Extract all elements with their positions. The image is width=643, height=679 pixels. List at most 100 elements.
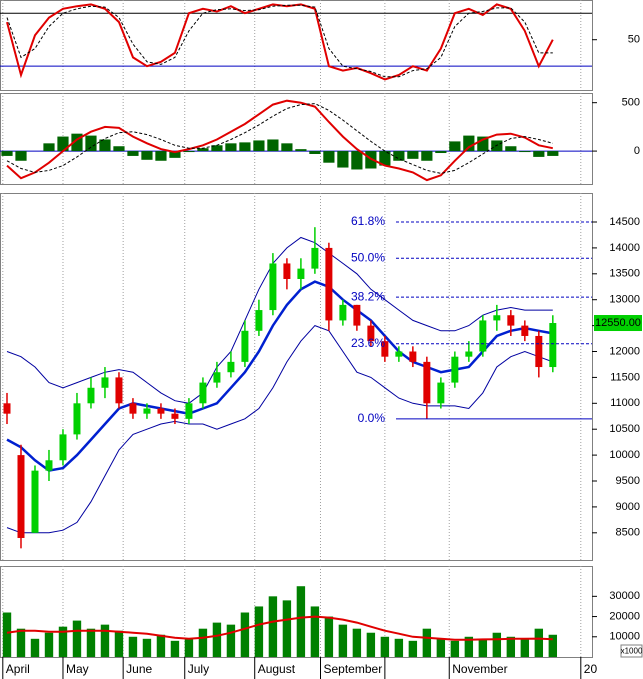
candle-body [423,361,431,404]
candle-body [493,315,501,321]
histogram-bar [225,143,237,152]
candle-body [535,335,543,368]
histogram-bar [71,133,83,152]
volume-bar [464,636,474,657]
candle-body [185,403,193,419]
volume-bar [436,638,446,657]
candle-body [129,403,137,414]
candle-body [87,387,95,404]
last-price-box [594,315,642,332]
histogram-bar [127,151,139,156]
volume-bar [478,638,488,657]
volume-bar [380,636,390,657]
unit-label: x1000 [621,647,643,656]
candle-body [171,413,179,419]
histogram-bar [169,151,181,158]
y-tick-label: 50 [628,34,640,46]
histogram-bar [155,151,167,161]
histogram-bar [533,151,545,157]
histogram-bar [323,151,335,163]
candle-body [269,263,277,311]
candle-body [367,325,375,342]
histogram-bar [421,151,433,161]
candle-body [45,460,53,471]
volume-bar [352,628,362,657]
panel [0,0,593,91]
candle-body [227,361,235,373]
volume-bar [268,596,278,657]
histogram-bar [281,143,293,152]
volume-bar [44,632,54,657]
candle-body [31,470,39,533]
x-tick-label: September [323,662,382,676]
volume-bar [338,624,348,657]
volume-bar [212,622,222,657]
histogram-bar [337,151,349,168]
candle-body [213,372,221,383]
fib-label: 23.6% [351,336,385,350]
candle-body [59,434,67,461]
volume-bar [156,634,166,657]
candle-body [3,403,11,414]
unit-box [620,644,643,658]
candle-body [297,268,305,279]
y-tick-label: 20000 [609,610,640,622]
candle-body [283,263,291,279]
volume-bar [198,628,208,657]
histogram-bar [407,151,419,159]
candle-body [199,382,207,404]
x-tick-label: July [188,662,209,676]
x-tick-label: May [66,662,89,676]
volume-bar [310,606,320,657]
histogram-bar [295,149,307,152]
candle-body [241,330,249,362]
x-tick-label: April [6,662,30,676]
volume-bar [408,640,418,657]
volume-bar [282,600,292,657]
fib-label: 50.0% [351,250,385,264]
y-tick-label: 8500 [616,527,640,539]
histogram-bar [351,151,363,170]
histogram-bar [85,135,97,152]
candle-body [395,351,403,357]
candle-body [451,356,459,383]
histogram-bar [505,146,517,152]
x-tick-label: June [126,662,152,676]
volume-bar [2,612,12,657]
histogram-bar [113,146,125,152]
volume-bar [72,620,82,657]
volume-bar [86,628,96,657]
volume-bar [114,630,124,657]
volume-bar [394,638,404,657]
histogram-bar [477,136,489,152]
line [6,615,553,641]
candle-body [437,382,445,404]
volume-bar [450,640,460,657]
y-tick-label: 12000 [609,345,640,357]
candle-body [381,341,389,357]
line [6,325,553,534]
histogram-bar [449,141,461,152]
line [6,103,553,174]
volume-bar [366,632,376,657]
histogram-bar [519,151,531,153]
last-price-label: 12550.00 [595,317,641,329]
y-tick-label: 9000 [616,501,640,513]
histogram-bar [211,145,223,152]
candle-body [549,323,557,368]
volume-bar [240,612,250,657]
line [6,4,553,78]
line [6,236,553,404]
histogram-bar [463,135,475,152]
y-tick-label: 14000 [609,242,640,254]
volume-bar [170,640,180,657]
fib-label: 38.2% [351,289,385,303]
y-tick-label: 13500 [609,268,640,280]
panel [0,93,593,185]
histogram-bar [141,151,153,160]
histogram-bar [183,151,195,153]
candle-body [101,377,109,388]
histogram-bar [197,148,209,152]
